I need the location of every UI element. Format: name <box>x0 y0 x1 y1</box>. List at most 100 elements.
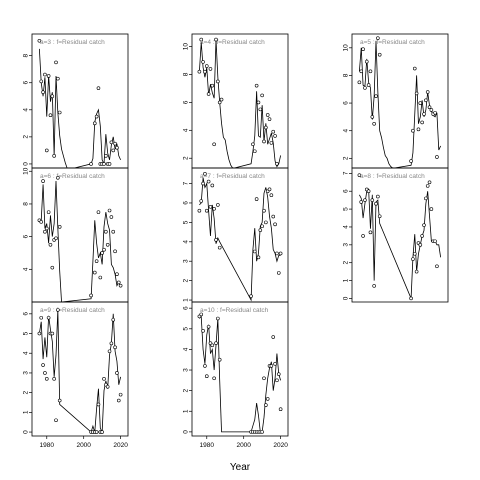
panel-title: a=6 : f=Residual catch <box>40 173 105 180</box>
y-tick-label: 4 <box>343 129 350 133</box>
observation-point <box>363 86 367 90</box>
observation-point <box>425 90 430 94</box>
observation-point <box>107 349 112 354</box>
observation-point <box>414 269 419 274</box>
observation-point <box>118 283 123 288</box>
y-tick-label: 4 <box>23 267 30 271</box>
fitted-line <box>38 48 121 168</box>
observation-point <box>52 154 56 158</box>
observation-point <box>100 430 104 434</box>
observation-point <box>111 148 116 153</box>
observation-point <box>422 112 426 116</box>
panel-a-4: a=4 : f=Residual catch 2 4 6 8 10 <box>183 33 289 169</box>
observation-point <box>111 229 116 234</box>
y-tick-label: 5 <box>183 220 190 224</box>
observation-point <box>96 402 101 407</box>
y-tick-label: 2 <box>183 278 190 282</box>
observation-point <box>52 377 56 381</box>
observation-point <box>217 100 222 105</box>
y-tick-label: 10 <box>23 167 30 175</box>
observation-point <box>275 251 279 256</box>
observation-point <box>201 181 205 186</box>
observation-point <box>206 324 211 329</box>
observation-point <box>273 222 277 227</box>
observation-point <box>269 364 274 368</box>
panel-frame <box>191 167 289 303</box>
observation-point <box>113 249 117 254</box>
observation-point <box>361 47 365 52</box>
observation-point <box>254 83 259 88</box>
observation-point <box>206 179 211 184</box>
y-tick-label: 3 <box>23 371 30 375</box>
observation-point <box>43 72 47 77</box>
observation-point <box>258 107 263 112</box>
observation-point <box>418 243 423 247</box>
observation-point <box>56 176 60 180</box>
observation-point <box>39 315 44 320</box>
y-tick-label: 0 <box>183 430 190 434</box>
panel-frame <box>31 167 129 303</box>
panel-a-10: a=10 : f=Residual catch 0 1 2 3 4 5 6 1980 2000 20… <box>183 301 289 449</box>
observation-point <box>98 275 103 280</box>
observation-point <box>366 83 371 87</box>
observation-point <box>366 189 371 194</box>
y-tick-label: 8 <box>23 53 30 57</box>
observation-point <box>376 36 380 40</box>
observation-point <box>364 59 369 64</box>
observation-point <box>374 201 378 206</box>
observation-point <box>201 329 205 333</box>
observation-point <box>377 214 382 219</box>
observation-point <box>262 208 266 213</box>
panel-a-7: a=7 : f=Residual catch 1 2 3 4 5 6 7 <box>183 167 289 303</box>
observation-point <box>217 357 222 362</box>
y-tick-label: 6 <box>183 306 190 310</box>
observation-point <box>206 92 211 96</box>
observation-point <box>409 159 413 163</box>
y-tick-label: 5 <box>23 331 30 335</box>
panel-frame <box>351 33 449 169</box>
y-tick-label: 2 <box>183 156 190 160</box>
observation-point <box>201 60 205 64</box>
y-tick-label: 0 <box>23 430 30 434</box>
observation-point <box>46 315 51 320</box>
observation-point <box>116 280 121 285</box>
observation-point <box>94 114 99 119</box>
observation-point <box>370 198 375 202</box>
observation-point <box>111 317 116 322</box>
panel-title: a=7 : f=Residual catch <box>200 173 265 180</box>
observation-point <box>100 251 104 255</box>
observation-point <box>203 69 207 74</box>
observation-point <box>429 108 434 112</box>
observation-point <box>199 199 204 203</box>
observation-point <box>92 270 97 275</box>
observation-point <box>260 430 264 434</box>
y-tick-label: 2 <box>23 135 30 139</box>
observation-point <box>54 60 58 65</box>
observation-point <box>115 272 119 277</box>
observation-point <box>208 205 213 209</box>
observation-point <box>102 377 106 381</box>
observation-point <box>271 129 276 134</box>
observation-point <box>254 197 259 201</box>
observation-point <box>212 206 216 211</box>
observation-point <box>411 257 415 261</box>
observation-point <box>216 203 220 207</box>
observation-point <box>219 97 224 102</box>
fitted-line <box>199 315 282 433</box>
panel-title: a=8 : f=Residual catch <box>360 173 425 180</box>
observation-point <box>363 198 367 202</box>
observation-point <box>197 208 202 213</box>
y-tick-label: 5 <box>183 327 190 331</box>
observation-point <box>203 364 207 368</box>
observation-point <box>252 149 257 154</box>
observation-point <box>427 180 432 185</box>
observation-point <box>115 371 119 375</box>
observation-point <box>214 37 218 42</box>
observation-point <box>197 69 202 74</box>
observation-point <box>269 141 274 145</box>
observation-point <box>199 312 204 317</box>
observation-point <box>214 341 218 346</box>
observation-point <box>260 93 264 98</box>
observation-point <box>424 98 428 103</box>
observation-point <box>50 331 55 336</box>
